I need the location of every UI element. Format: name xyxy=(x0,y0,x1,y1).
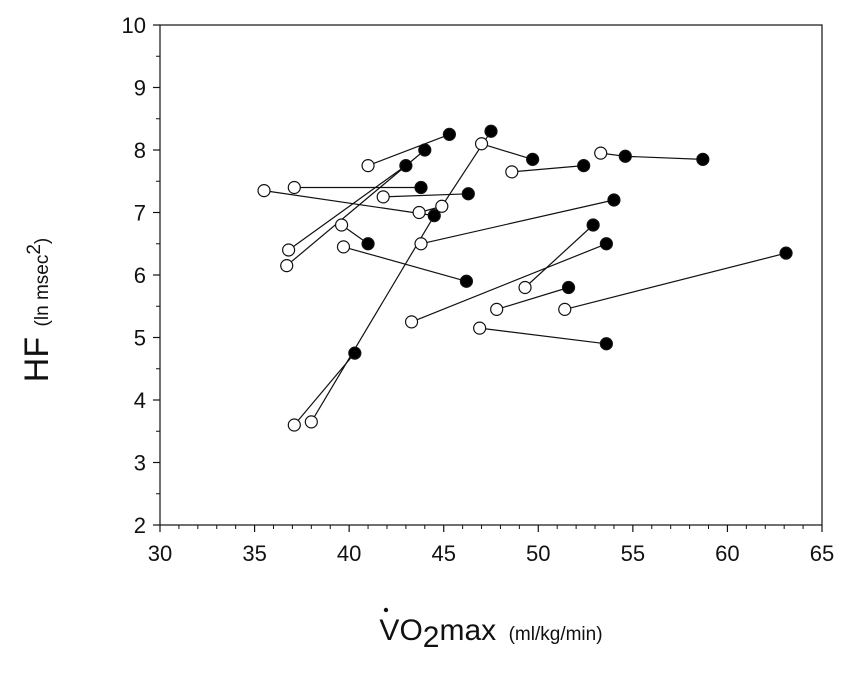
series-line xyxy=(481,143,533,160)
x-tick-label: 45 xyxy=(431,541,455,566)
x-tick-label: 50 xyxy=(526,541,550,566)
filled-point xyxy=(779,246,793,260)
filled-point xyxy=(618,149,632,163)
filled-point xyxy=(461,187,475,201)
y-tick-label: 4 xyxy=(134,388,146,413)
open-point xyxy=(376,190,390,204)
connecting-lines xyxy=(263,130,787,426)
y-axis-label: HF (ln msec2) xyxy=(18,238,56,382)
x-axis-ticks: 30 35 40 45 50 55 60 65 xyxy=(148,525,834,566)
open-point xyxy=(505,165,519,179)
open-point xyxy=(280,259,294,273)
x-tick-label: 60 xyxy=(715,541,739,566)
x-axis-label: VO2max (ml/kg/min) xyxy=(379,614,602,654)
open-point xyxy=(473,321,487,335)
filled-point xyxy=(586,218,600,232)
filled-point xyxy=(348,346,362,360)
open-point xyxy=(287,418,301,432)
series-line xyxy=(564,252,787,310)
filled-point xyxy=(484,124,498,138)
open-point xyxy=(282,243,296,257)
filled-point xyxy=(696,152,710,166)
open-point xyxy=(594,146,608,160)
y-tick-label: 6 xyxy=(134,263,146,288)
filled-point xyxy=(599,237,613,251)
series-line xyxy=(479,327,607,345)
y-axis-ticks: 2 3 4 5 6 7 8 9 10 xyxy=(122,13,160,538)
series-line xyxy=(496,286,569,310)
series-line xyxy=(367,133,450,167)
x-tick-label: 30 xyxy=(148,541,172,566)
series-line xyxy=(383,193,469,198)
y-tick-label: 7 xyxy=(134,201,146,226)
open-point xyxy=(435,199,449,213)
series-line xyxy=(263,190,435,217)
open-point xyxy=(490,302,504,316)
filled-point xyxy=(427,209,441,223)
y-tick-label: 5 xyxy=(134,326,146,351)
series-line xyxy=(288,165,407,251)
x-tick-label: 65 xyxy=(810,541,834,566)
filled-point xyxy=(599,337,613,351)
open-point xyxy=(414,237,428,251)
filled-point xyxy=(607,193,621,207)
open-point xyxy=(474,137,489,151)
filled-point xyxy=(442,127,456,141)
open-point xyxy=(518,280,532,295)
open-point xyxy=(304,415,318,429)
series-line xyxy=(511,165,584,173)
y-tick-label: 3 xyxy=(134,451,146,476)
open-point xyxy=(287,180,301,195)
filled-point xyxy=(361,237,375,251)
plot-frame xyxy=(159,24,823,526)
series-line xyxy=(600,152,703,160)
y-tick-label: 2 xyxy=(134,513,146,538)
x-tick-label: 40 xyxy=(337,541,361,566)
series-line xyxy=(310,215,435,423)
y-tick-label: 10 xyxy=(122,13,146,38)
open-point xyxy=(361,159,375,173)
filled-point xyxy=(414,180,428,195)
filled-point xyxy=(459,274,474,288)
open-point xyxy=(336,240,351,254)
data-markers xyxy=(257,124,793,432)
v-dot-icon xyxy=(383,607,389,613)
open-point xyxy=(334,218,349,232)
filled-point xyxy=(577,159,591,173)
series-line xyxy=(524,224,594,288)
series-line xyxy=(420,199,615,245)
x-tick-label: 35 xyxy=(242,541,266,566)
open-point xyxy=(257,184,271,198)
y-tick-label: 8 xyxy=(134,138,146,163)
filled-point xyxy=(561,280,576,295)
filled-point xyxy=(418,143,432,157)
series-line xyxy=(411,243,607,323)
x-tick-label: 55 xyxy=(621,541,645,566)
open-point xyxy=(412,205,426,220)
filled-point xyxy=(526,152,540,166)
filled-point xyxy=(399,159,413,173)
open-point xyxy=(404,315,419,329)
open-point xyxy=(558,302,572,316)
y-tick-label: 9 xyxy=(134,76,146,101)
